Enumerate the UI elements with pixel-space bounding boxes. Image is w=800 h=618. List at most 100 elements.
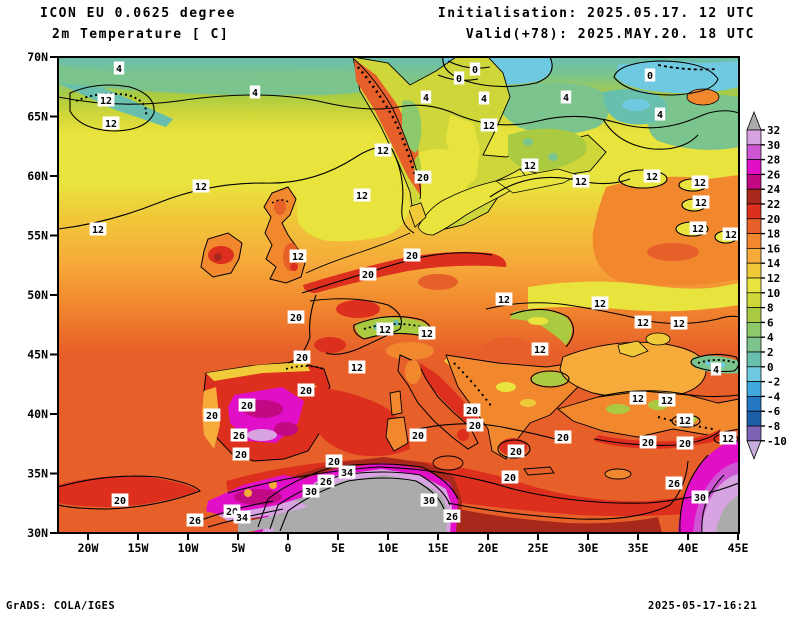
lat-label: 70N (27, 50, 48, 64)
contour-label: 20 (296, 353, 308, 364)
region-po-valley (386, 342, 434, 360)
region-sicily (433, 456, 463, 470)
weather-map-page: ICON EU 0.0625 degree 2m Temperature [ C… (0, 0, 800, 618)
region-cyprus (605, 469, 631, 479)
colorbar-over-arrow (747, 112, 761, 130)
colorbar-segment (747, 352, 761, 367)
region-russia-orange (593, 175, 739, 286)
colorbar-segment (747, 278, 761, 293)
contour-label: 0 (472, 65, 478, 76)
contour-label: 12 (483, 121, 495, 132)
grads-credit: GrADS: COLA/IGES (6, 600, 115, 612)
initialisation-time: Initialisation: 2025.05.17. 12 UTC (438, 6, 755, 21)
colorbar-segment (747, 219, 761, 234)
contour-label: 20 (557, 433, 569, 444)
lat-label: 35N (27, 467, 48, 481)
contour-label: 12 (661, 396, 673, 407)
lon-label: 25E (528, 541, 549, 555)
contour-label: 26 (320, 477, 332, 488)
colorbar-label: -8 (767, 420, 780, 433)
contour-label: 20 (290, 313, 302, 324)
contour-label: 12 (646, 172, 658, 183)
colorbar-segment (747, 130, 761, 145)
region-finland-cold2 (548, 153, 558, 161)
colorbar-label: 14 (767, 257, 781, 270)
contour-label: 12 (725, 230, 737, 241)
colorbar-segment (747, 174, 761, 189)
contour-label: 20 (235, 450, 247, 461)
contour-label: 12 (694, 178, 706, 189)
contour-label: 26 (668, 479, 680, 490)
contour-label: 20 (417, 173, 429, 184)
colorbar-segment (747, 322, 761, 337)
contour-label: 20 (679, 439, 691, 450)
colorbar-label: 28 (767, 154, 780, 167)
contour-label: 12 (534, 345, 546, 356)
colorbar-label: -4 (767, 390, 781, 403)
colorbar-label: 26 (767, 168, 781, 181)
contour-label: 26 (233, 431, 245, 442)
contour-label: 4 (481, 94, 487, 105)
colorbar-label: 2 (767, 346, 774, 359)
colorbar-segment (747, 263, 761, 278)
colorbar-segment (747, 337, 761, 352)
colorbar-label: 30 (767, 139, 780, 152)
region-germany-warm (418, 274, 458, 290)
contour-label: 20 (469, 421, 481, 432)
lon-label: 20W (78, 541, 99, 555)
contour-label: 12 (356, 191, 368, 202)
contour-label: 20 (466, 406, 478, 417)
contour-label: 12 (722, 434, 734, 445)
contour-label: 26 (446, 512, 458, 523)
region-morocco-dark (234, 489, 282, 505)
region-anatolia-cool1 (606, 404, 630, 414)
colorbar-label: 6 (767, 316, 774, 329)
lon-label: 10E (378, 541, 399, 555)
contour-label: 20 (642, 438, 654, 449)
lon-label: 0 (285, 541, 292, 555)
lat-label: 60N (27, 169, 48, 183)
colorbar-label: 32 (767, 124, 780, 137)
colorbar-label: -2 (767, 376, 780, 389)
contour-label: 20 (510, 447, 522, 458)
contour-label: 12 (351, 363, 363, 374)
colorbar-segment (747, 204, 761, 219)
colorbar-segment (747, 411, 761, 426)
contour-label: 20 (114, 496, 126, 507)
contour-label: 4 (116, 64, 122, 75)
region-scotland-warm (274, 199, 286, 215)
contour-label: 12 (673, 319, 685, 330)
region-caucasus-cold2 (721, 363, 726, 368)
contour-label: 20 (406, 251, 418, 262)
colorbar-label: -6 (767, 405, 781, 418)
colorbar-label: 24 (767, 183, 781, 196)
region-italy-north (405, 360, 421, 384)
contour-label: 12 (692, 224, 704, 235)
lat-label: 50N (27, 288, 48, 302)
region-france-hot2 (314, 337, 346, 353)
lon-label: 15E (428, 541, 449, 555)
colorbar-segment (747, 234, 761, 249)
colorbar-segment (747, 367, 761, 382)
colorbar-label: 20 (767, 213, 780, 226)
colorbar-segment (747, 396, 761, 411)
lat-label: 30N (27, 526, 48, 540)
contour-label: 4 (563, 93, 569, 104)
contour-label: 20 (412, 431, 424, 442)
contour-label: 12 (679, 416, 691, 427)
contour-label: 20 (504, 473, 516, 484)
lon-label: 15W (128, 541, 149, 555)
region-england-hot (290, 263, 298, 271)
contour-label: 12 (498, 295, 510, 306)
contour-label: 20 (362, 270, 374, 281)
region-atlas-warm1 (244, 489, 252, 497)
colorbar-segment (747, 308, 761, 323)
region-mideast-gray (716, 495, 776, 583)
lat-label: 65N (27, 110, 48, 124)
contour-label: 30 (423, 496, 435, 507)
lon-label: 45E (728, 541, 749, 555)
contour-label: 4 (423, 93, 429, 104)
contour-label: 0 (456, 74, 462, 85)
colorbar-segment (747, 293, 761, 308)
contour-label: 12 (637, 318, 649, 329)
